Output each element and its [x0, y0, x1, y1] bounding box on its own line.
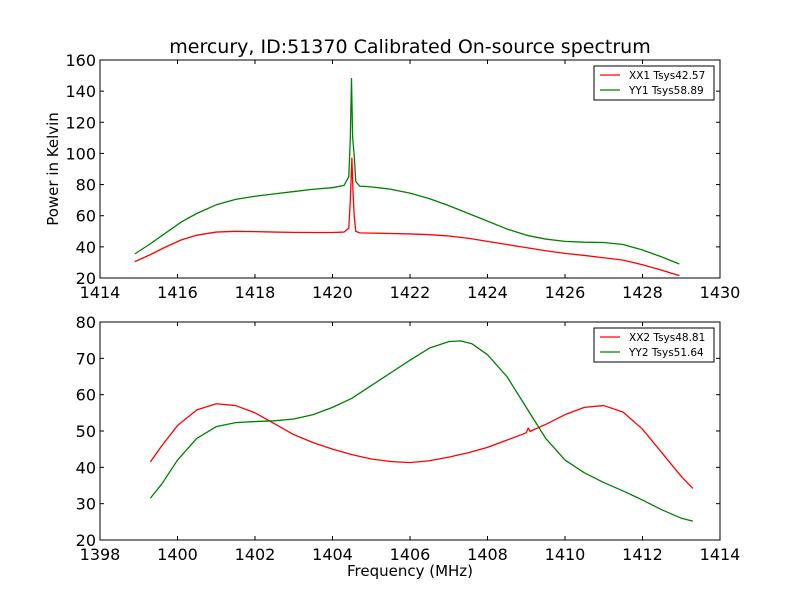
y-tick-label: 160 — [65, 51, 96, 70]
y-tick-label: 50 — [76, 422, 96, 441]
bottom-spectrum-panel: 1398 1400 1402 1404 1406 1408 1410 1412 1414 20 30… — [76, 313, 741, 564]
y-tick-label: 100 — [65, 144, 96, 163]
x-tick-label: 1414 — [700, 545, 741, 564]
x-tick-label: 1406 — [390, 545, 431, 564]
y-axis-label: Power in Kelvin — [44, 112, 62, 226]
legend-label: XX1 Tsys42.57 — [629, 70, 705, 82]
chart-title: mercury, ID:51370 Calibrated On-source s… — [169, 36, 650, 58]
y-tick-label: 30 — [76, 495, 96, 514]
x-tick-label: 1400 — [157, 545, 198, 564]
series-line-xx2 — [149, 403, 694, 489]
x-tick-label: 1404 — [312, 545, 353, 564]
x-tick-label: 1422 — [390, 283, 431, 302]
y-tick-label: 80 — [76, 313, 96, 332]
x-tick-label: 1430 — [700, 283, 741, 302]
legend: XX1 Tsys42.57 YY1 Tsys58.89 — [593, 65, 715, 101]
series-line-xx1 — [134, 157, 680, 277]
x-tick-label: 1408 — [467, 545, 508, 564]
y-tick-label: 40 — [76, 238, 96, 257]
legend: XX2 Tsys48.81 YY2 Tsys51.64 — [593, 327, 715, 363]
series-line-yy2 — [149, 340, 694, 522]
y-tick-label: 70 — [76, 349, 96, 368]
x-tick-label: 1416 — [157, 283, 198, 302]
x-tick-label: 1414 — [80, 283, 121, 302]
plot-area — [149, 340, 694, 522]
x-axis-label: Frequency (MHz) — [347, 562, 473, 580]
x-tick-label: 1398 — [80, 545, 121, 564]
legend-label: YY2 Tsys51.64 — [628, 347, 704, 359]
x-tick-label: 1426 — [545, 283, 586, 302]
x-tick-label: 1428 — [622, 283, 663, 302]
y-tick-label: 120 — [65, 113, 96, 132]
series-line-yy1 — [134, 78, 680, 265]
legend-label: XX2 Tsys48.81 — [629, 332, 705, 344]
top-spectrum-panel: 1414 1416 1418 1420 1422 1424 1426 1428 1430 20 40… — [65, 51, 740, 302]
x-tick-label: 1424 — [467, 283, 508, 302]
y-tick-label: 60 — [76, 386, 96, 405]
y-tick-label: 140 — [65, 82, 96, 101]
x-tick-label: 1420 — [312, 283, 353, 302]
x-tick-label: 1410 — [545, 545, 586, 564]
y-tick-label: 20 — [76, 269, 96, 288]
x-tick-label: 1412 — [622, 545, 663, 564]
y-tick-label: 80 — [76, 176, 96, 195]
plot-area — [134, 78, 680, 277]
y-tick-label: 20 — [76, 531, 96, 550]
legend-box — [593, 327, 715, 363]
y-tick-label: 40 — [76, 458, 96, 477]
y-tick-label: 60 — [76, 207, 96, 226]
x-tick-label: 1418 — [235, 283, 276, 302]
legend-label: YY1 Tsys58.89 — [628, 85, 704, 97]
x-tick-label: 1402 — [235, 545, 276, 564]
legend-box — [593, 65, 715, 101]
